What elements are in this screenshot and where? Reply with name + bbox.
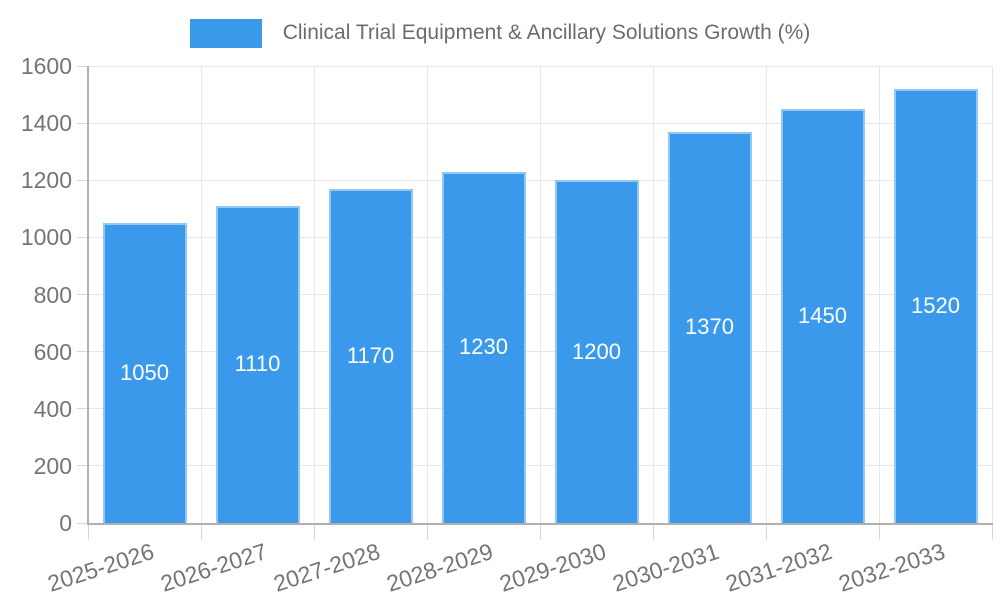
vertical-gridline [313,66,315,523]
vertical-gridline [426,66,428,523]
y-axis-label: 1200 [20,167,72,194]
y-axis-label: 0 [59,510,72,536]
bar[interactable] [328,188,413,523]
y-axis-tick [77,65,88,67]
x-axis-line [86,523,993,525]
vertical-gridline [652,66,654,523]
x-axis-tick [765,524,767,540]
x-axis-tick [539,524,541,540]
y-axis-tick [77,522,88,524]
y-axis-label: 1600 [20,53,72,79]
x-axis-tick [87,524,89,540]
legend-swatch[interactable] [189,18,262,48]
y-axis-label: 400 [33,395,72,422]
y-axis-tick [77,408,88,410]
x-axis-tick [652,524,654,540]
y-axis-line [86,66,89,525]
vertical-gridline [539,66,541,523]
y-axis-tick [77,294,88,295]
x-axis-tick [991,524,993,540]
bar[interactable] [102,223,187,523]
y-axis-tick [77,179,88,181]
x-axis-tick [426,524,428,540]
y-axis-label: 600 [33,338,72,365]
x-axis-tick [878,524,880,540]
x-axis-tick [313,524,315,540]
bar[interactable] [667,131,752,523]
bar[interactable] [554,180,639,523]
y-axis-tick [77,236,88,238]
y-axis-label: 1400 [20,110,72,137]
y-axis-tick [77,351,88,353]
chart-title: Clinical Trial Equipment & Ancillary Sol… [282,21,811,44]
bar[interactable] [893,88,978,523]
y-axis-label: 800 [33,281,72,308]
bar[interactable] [215,205,300,523]
legend: Clinical Trial Equipment & Ancillary Sol… [0,17,1000,49]
y-axis-label: 1000 [20,224,72,251]
y-axis-label: 200 [33,452,72,479]
y-axis-tick [77,122,88,124]
vertical-gridline [765,66,767,523]
vertical-gridline [200,66,202,523]
x-axis-tick [200,524,202,540]
y-axis-tick [77,465,88,467]
vertical-gridline [878,66,880,523]
bar[interactable] [780,108,865,523]
vertical-gridline [991,66,993,523]
bar[interactable] [441,171,526,523]
